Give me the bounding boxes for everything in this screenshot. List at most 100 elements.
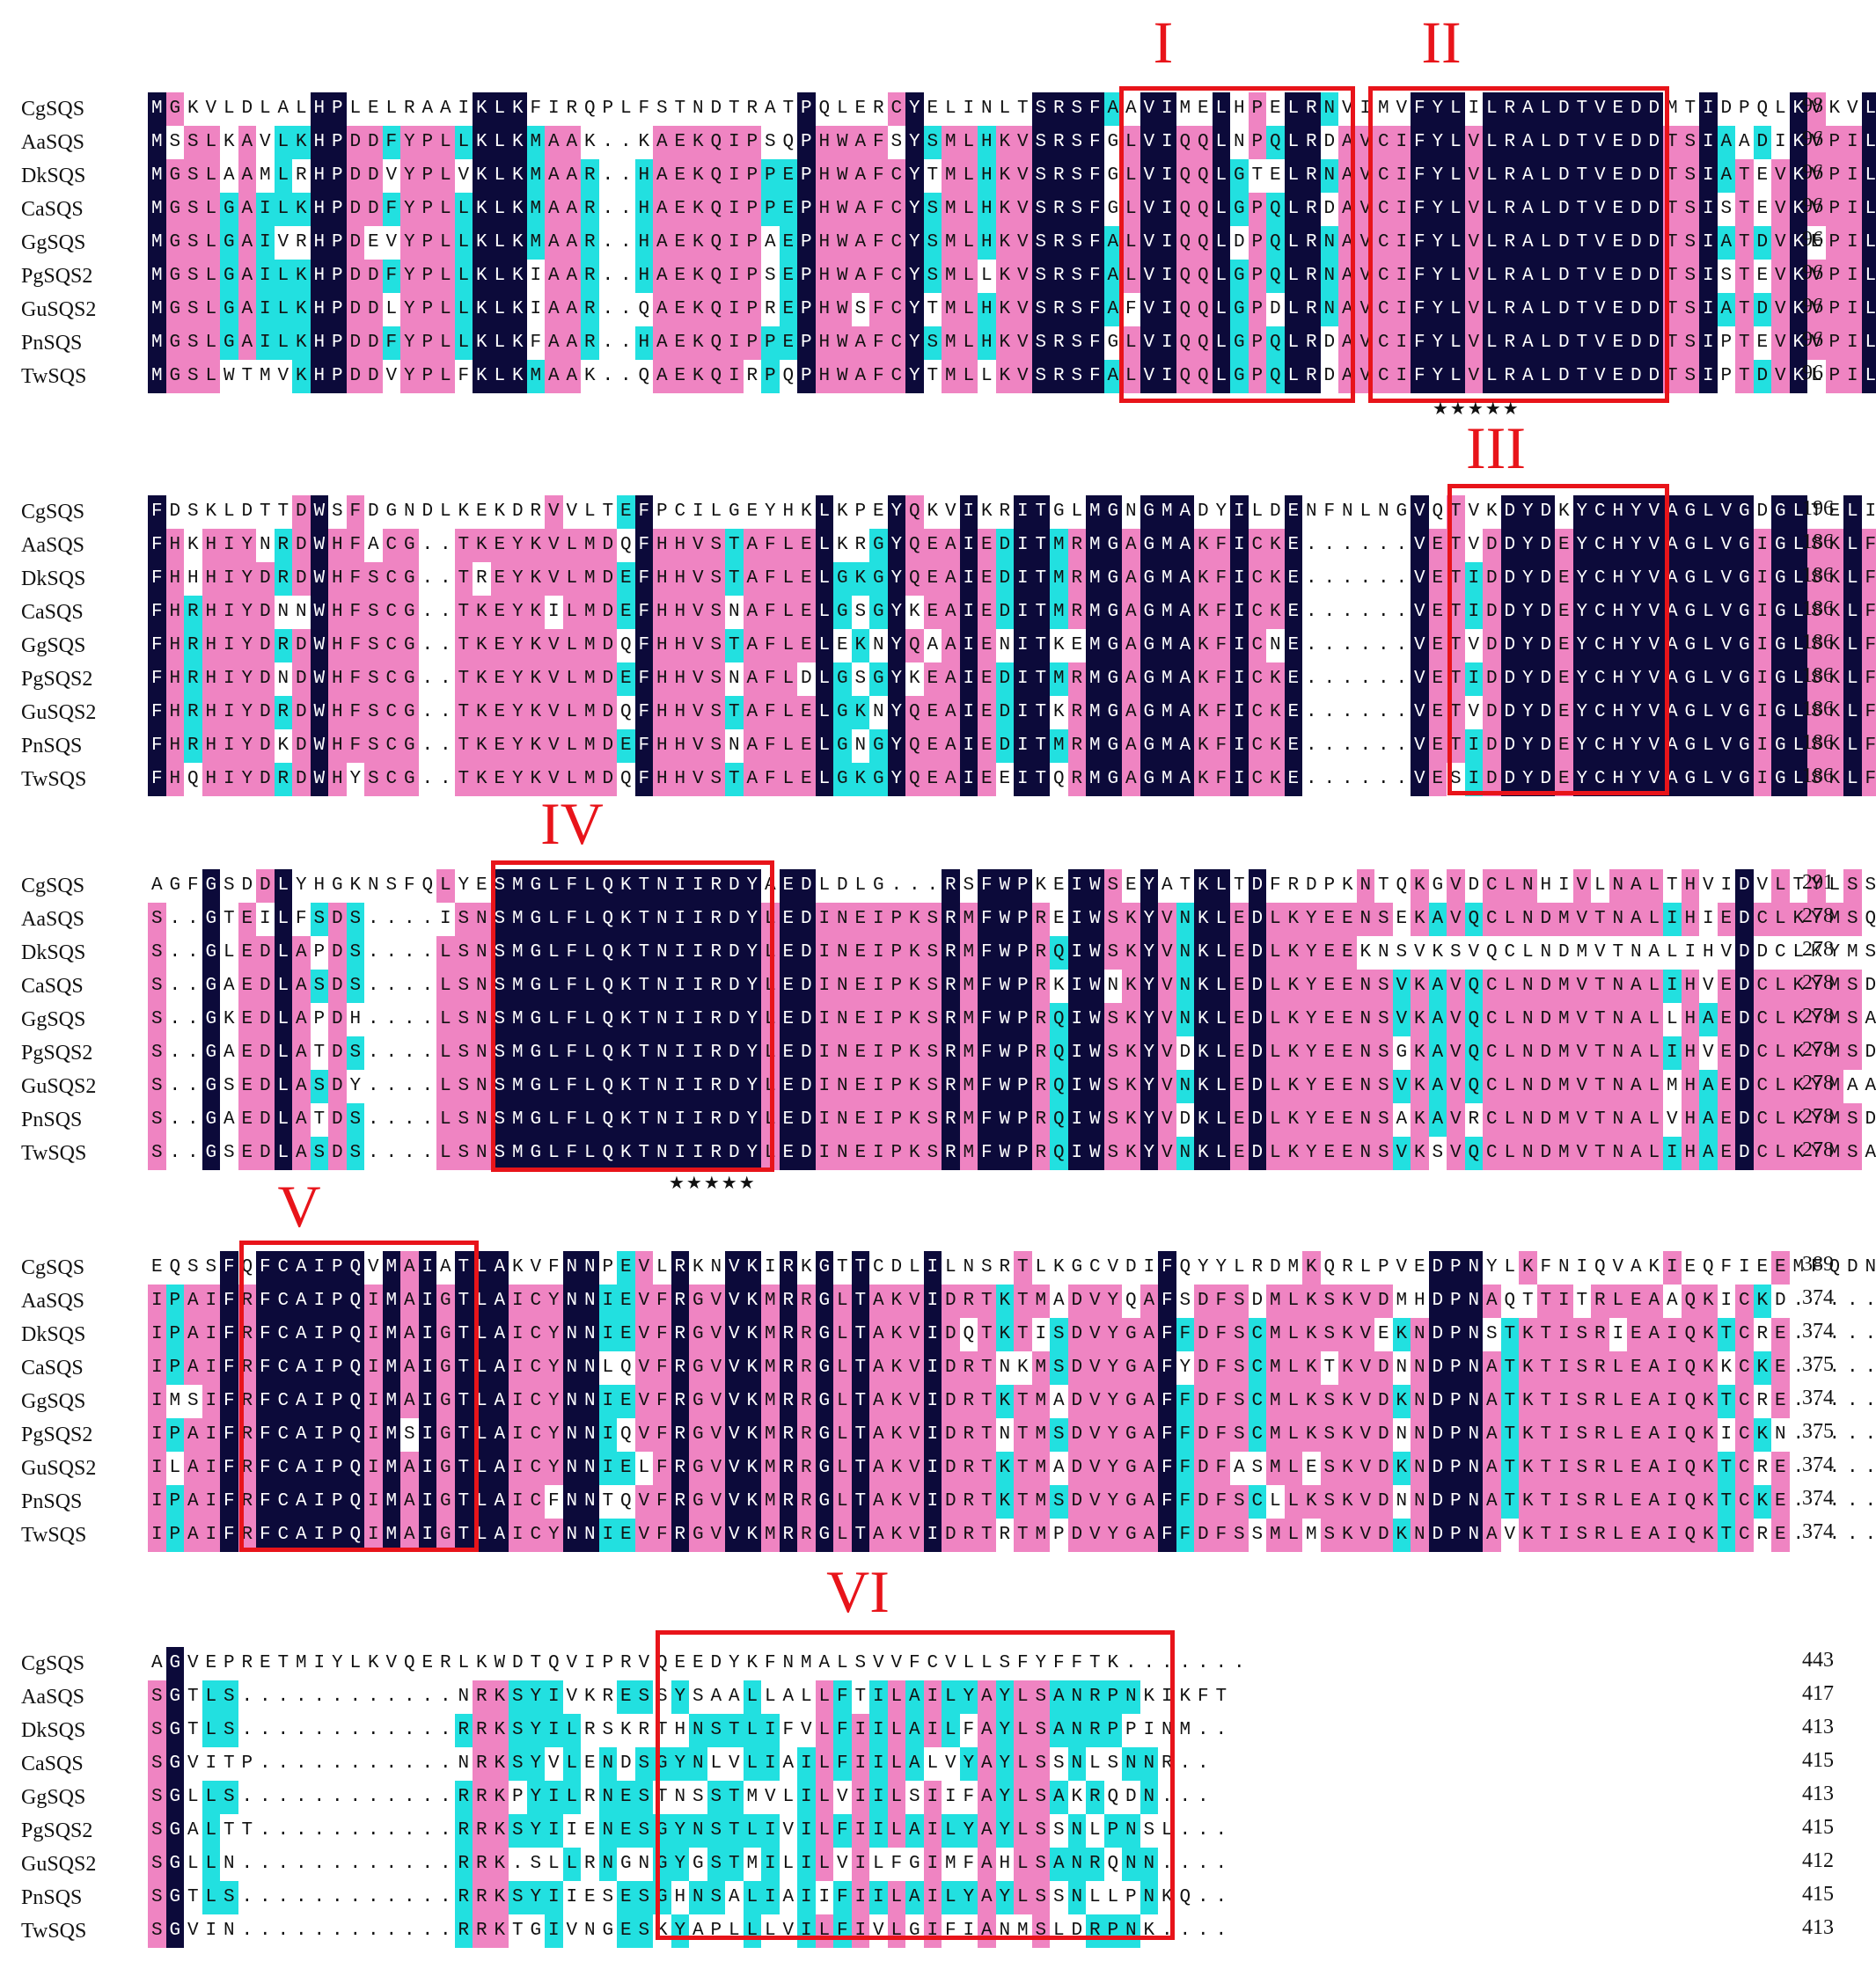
residue: D [346, 293, 364, 326]
residue: F [530, 333, 542, 353]
residue: F [1212, 1485, 1230, 1519]
residue: S [1720, 199, 1733, 219]
residue: N [689, 1814, 707, 1848]
residue: I [220, 596, 238, 629]
residue: G [689, 1452, 707, 1485]
residue: V [1702, 976, 1714, 996]
residue: F [908, 1653, 920, 1673]
residue: F [1411, 92, 1429, 126]
residue: S [1031, 260, 1050, 293]
residue: R [238, 1452, 256, 1485]
residue: D [292, 729, 311, 763]
residue: G [1681, 562, 1699, 596]
motif-label-V: V [277, 1173, 321, 1240]
residue: . [1865, 1291, 1876, 1311]
residue: S [220, 1680, 238, 1714]
residue: D [1500, 629, 1519, 662]
residue: L [1483, 360, 1501, 393]
residue: L [562, 729, 581, 763]
residue: F [562, 869, 581, 903]
residue: . [1377, 702, 1389, 722]
residue: N [1320, 92, 1338, 126]
residue: G [165, 1914, 184, 1948]
residue: K [1699, 1285, 1718, 1318]
residue: L [815, 696, 833, 729]
residue: I [1555, 1452, 1573, 1485]
residue: K [1828, 99, 1841, 119]
residue: N [710, 1257, 722, 1277]
residue: R [1067, 763, 1086, 796]
residue: . [1179, 1787, 1191, 1807]
residue: D [725, 869, 744, 903]
residue: H [165, 562, 184, 596]
residue: E [1338, 1103, 1357, 1137]
residue: S [1067, 126, 1086, 159]
residue: D [1645, 92, 1663, 126]
residue: K [277, 736, 289, 756]
residue: L [1233, 1257, 1245, 1277]
residue: M [1158, 662, 1176, 696]
residue: S [1396, 942, 1408, 963]
residue: V [1717, 495, 1735, 529]
residue: G [1107, 165, 1119, 186]
residue: I [545, 1781, 563, 1814]
residue: E [490, 529, 509, 562]
residue: C [1591, 562, 1609, 596]
residue: R [1031, 1103, 1050, 1137]
residue: E [238, 1036, 256, 1070]
residue: D [292, 662, 311, 696]
residue: L [1447, 293, 1465, 326]
residue: V [1356, 159, 1374, 193]
residue: L [274, 903, 292, 936]
residue: G [165, 326, 184, 360]
residue: C [1248, 596, 1266, 629]
residue: S [908, 1787, 920, 1807]
residue: S [1320, 1318, 1338, 1351]
residue: S [1067, 193, 1086, 226]
residue: S [656, 1687, 668, 1707]
residue: V [545, 729, 563, 763]
residue: I [202, 1351, 220, 1385]
residue: L [833, 1485, 852, 1519]
residue: K [509, 260, 527, 293]
residue: K [887, 1418, 905, 1452]
residue: . [1377, 568, 1389, 589]
residue: . [1810, 1525, 1822, 1545]
residue: I [1699, 226, 1718, 260]
residue: I [418, 1251, 436, 1285]
residue: D [1627, 293, 1645, 326]
residue: K [1392, 1318, 1411, 1351]
residue: I [202, 1452, 220, 1485]
residue: A [1663, 529, 1682, 562]
residue: V [1356, 1318, 1374, 1351]
residue: S [1374, 903, 1393, 936]
residue: G [1681, 662, 1699, 696]
residue: Q [818, 99, 831, 119]
residue: A [238, 326, 256, 360]
residue: M [581, 529, 599, 562]
residue: E [978, 596, 996, 629]
residue: K [526, 662, 545, 696]
residue: S [923, 126, 942, 159]
residue: K [292, 260, 311, 293]
residue: M [581, 662, 599, 696]
residue: Y [1627, 629, 1645, 662]
residue: C [526, 1285, 545, 1318]
residue: N [1519, 869, 1537, 903]
residue: . [1215, 1921, 1227, 1941]
residue: K [1411, 903, 1429, 936]
residue: P [1825, 360, 1843, 393]
residue: L [223, 501, 235, 522]
residue: C [1248, 629, 1266, 662]
sequence-name: TwSQS [21, 1524, 87, 1547]
residue: T [851, 1519, 869, 1552]
residue: Y [671, 1680, 689, 1714]
residue: F [1086, 226, 1104, 260]
residue: L [581, 1003, 599, 1036]
residue: L [1861, 260, 1876, 293]
alignment-row: CgSQS A G F G S D D L Y H G K N S F Q L Y E S M G L F L Q K T N I I R D Y A… [0, 869, 1876, 903]
residue: Y [1627, 596, 1645, 629]
residue: L [833, 1318, 852, 1351]
residue: I [1720, 875, 1733, 896]
residue: D [1483, 662, 1501, 696]
